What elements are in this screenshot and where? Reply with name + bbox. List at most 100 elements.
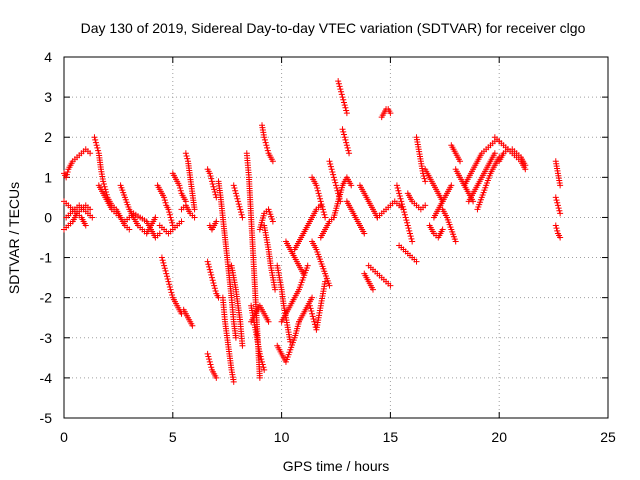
series-arc-34 bbox=[291, 202, 324, 253]
series-arc-7 bbox=[117, 182, 159, 237]
data-point bbox=[340, 99, 347, 106]
data-point bbox=[343, 107, 350, 114]
y-tick-label: 4 bbox=[44, 49, 52, 65]
series-arc-10 bbox=[156, 218, 185, 237]
data-point bbox=[309, 310, 316, 317]
data-point bbox=[92, 139, 99, 146]
series-arc-16 bbox=[204, 166, 220, 201]
data-point bbox=[327, 160, 334, 167]
data-point bbox=[176, 182, 183, 189]
data-point bbox=[341, 134, 348, 141]
data-point bbox=[407, 233, 414, 240]
data-point bbox=[232, 190, 239, 197]
data-point bbox=[343, 142, 350, 149]
data-point bbox=[92, 136, 99, 143]
data-point bbox=[158, 254, 165, 261]
series-arc-6 bbox=[95, 182, 133, 233]
data-point bbox=[396, 190, 403, 197]
data-point bbox=[342, 104, 349, 111]
data-point bbox=[232, 187, 239, 194]
series-arc-52 bbox=[404, 190, 429, 213]
data-point bbox=[343, 139, 350, 146]
data-point bbox=[261, 366, 268, 373]
x-axis-label: GPS time / hours bbox=[283, 458, 390, 474]
axis-ticks bbox=[63, 56, 609, 419]
data-point bbox=[184, 155, 191, 162]
series-arc-23 bbox=[230, 182, 246, 221]
data-point bbox=[211, 285, 218, 292]
data-point bbox=[232, 334, 239, 341]
data-point bbox=[421, 175, 428, 182]
data-point bbox=[401, 209, 408, 216]
data-point bbox=[322, 214, 329, 221]
data-point bbox=[313, 182, 320, 189]
data-point bbox=[338, 88, 345, 95]
data-point bbox=[207, 269, 214, 276]
data-point bbox=[159, 257, 166, 264]
series-arc-15 bbox=[178, 202, 198, 221]
data-point bbox=[101, 183, 108, 190]
data-point bbox=[94, 144, 101, 151]
data-point bbox=[177, 185, 184, 192]
data-point bbox=[553, 197, 560, 204]
data-point bbox=[309, 294, 316, 301]
data-point bbox=[166, 211, 173, 218]
data-point bbox=[206, 266, 213, 273]
data-point bbox=[211, 186, 218, 193]
series-arc-31 bbox=[274, 262, 294, 345]
data-point bbox=[326, 282, 333, 289]
data-point bbox=[387, 110, 394, 117]
series-arc-14 bbox=[180, 306, 196, 329]
data-point bbox=[211, 282, 218, 289]
data-point bbox=[557, 182, 564, 189]
data-point bbox=[396, 193, 403, 200]
data-point bbox=[398, 198, 405, 205]
series-arc-29 bbox=[256, 206, 276, 233]
data-point bbox=[422, 202, 429, 209]
data-point bbox=[206, 358, 213, 365]
data-point bbox=[208, 271, 215, 278]
data-point bbox=[317, 198, 324, 205]
data-point bbox=[403, 217, 410, 224]
data-point bbox=[258, 356, 265, 363]
data-point bbox=[369, 286, 376, 293]
series-arc-66 bbox=[552, 194, 564, 217]
data-point bbox=[330, 174, 337, 181]
data-point bbox=[208, 274, 215, 281]
data-point bbox=[165, 278, 172, 285]
data-point bbox=[555, 205, 562, 212]
series-arc-1 bbox=[61, 146, 94, 181]
data-point bbox=[169, 291, 176, 298]
series-arc-9 bbox=[154, 182, 176, 229]
data-point bbox=[230, 378, 237, 385]
data-point bbox=[337, 86, 344, 93]
data-point bbox=[168, 217, 175, 224]
series-arc-22 bbox=[228, 262, 246, 349]
series-arc-35 bbox=[296, 294, 316, 325]
data-point bbox=[233, 193, 240, 200]
data-point bbox=[308, 308, 315, 315]
series-arc-44 bbox=[343, 198, 368, 237]
series-arc-46 bbox=[361, 270, 376, 293]
data-point bbox=[554, 227, 561, 234]
data-point bbox=[167, 286, 174, 293]
series-arc-41 bbox=[335, 78, 350, 117]
data-point bbox=[335, 78, 342, 85]
data-point bbox=[552, 194, 559, 201]
data-point bbox=[306, 302, 313, 309]
data-point bbox=[161, 197, 168, 204]
series-arc-40 bbox=[326, 158, 344, 205]
data-point bbox=[126, 226, 133, 233]
data-point bbox=[166, 283, 173, 290]
data-point bbox=[152, 214, 159, 221]
series-arc-26 bbox=[248, 302, 272, 325]
data-point bbox=[269, 158, 276, 165]
data-point bbox=[204, 258, 211, 265]
data-point bbox=[319, 206, 326, 213]
data-point bbox=[320, 209, 327, 216]
data-point bbox=[259, 358, 266, 365]
data-point bbox=[404, 222, 411, 229]
series-arc-58 bbox=[448, 142, 464, 165]
data-point bbox=[165, 206, 172, 213]
series-arc-21 bbox=[219, 294, 237, 385]
